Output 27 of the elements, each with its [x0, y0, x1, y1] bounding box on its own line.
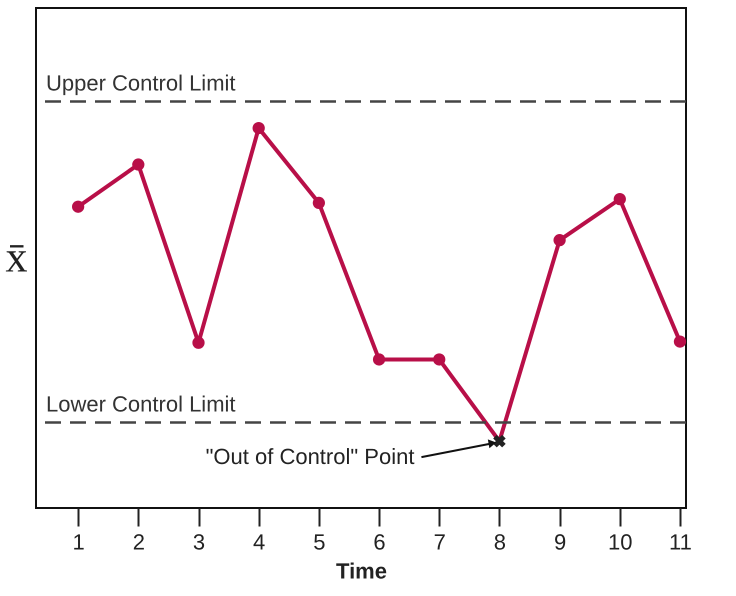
x-tick-label: 1 — [72, 530, 85, 554]
point — [252, 122, 265, 134]
x-tick-label: 8 — [494, 530, 506, 554]
ref-line-label: Lower Control Limit — [46, 392, 236, 417]
point — [72, 200, 84, 213]
point — [493, 434, 506, 448]
point — [312, 196, 325, 210]
x-tick-label: 7 — [434, 530, 446, 554]
x-tick-label: 5 — [313, 530, 326, 554]
point — [433, 353, 446, 366]
y-axis-title: x̄ — [6, 232, 28, 282]
x-tick-label: 11 — [669, 530, 692, 554]
x-tick-label: 3 — [192, 530, 206, 554]
x-tick-label: 4 — [253, 530, 266, 554]
point — [674, 335, 686, 348]
x-axis-title: Time — [336, 558, 387, 584]
x-tick-label: 2 — [132, 530, 145, 554]
x-tick-label: 10 — [608, 530, 633, 554]
point — [614, 193, 626, 206]
ref-line-label: Upper Control Limit — [46, 70, 236, 96]
x-tick-label: 6 — [373, 530, 386, 554]
point — [553, 234, 566, 246]
point — [132, 158, 144, 171]
annotation: "Out of Control" Point — [206, 444, 414, 470]
point — [192, 336, 205, 349]
point — [372, 353, 386, 366]
x-tick-label: 9 — [554, 530, 566, 554]
